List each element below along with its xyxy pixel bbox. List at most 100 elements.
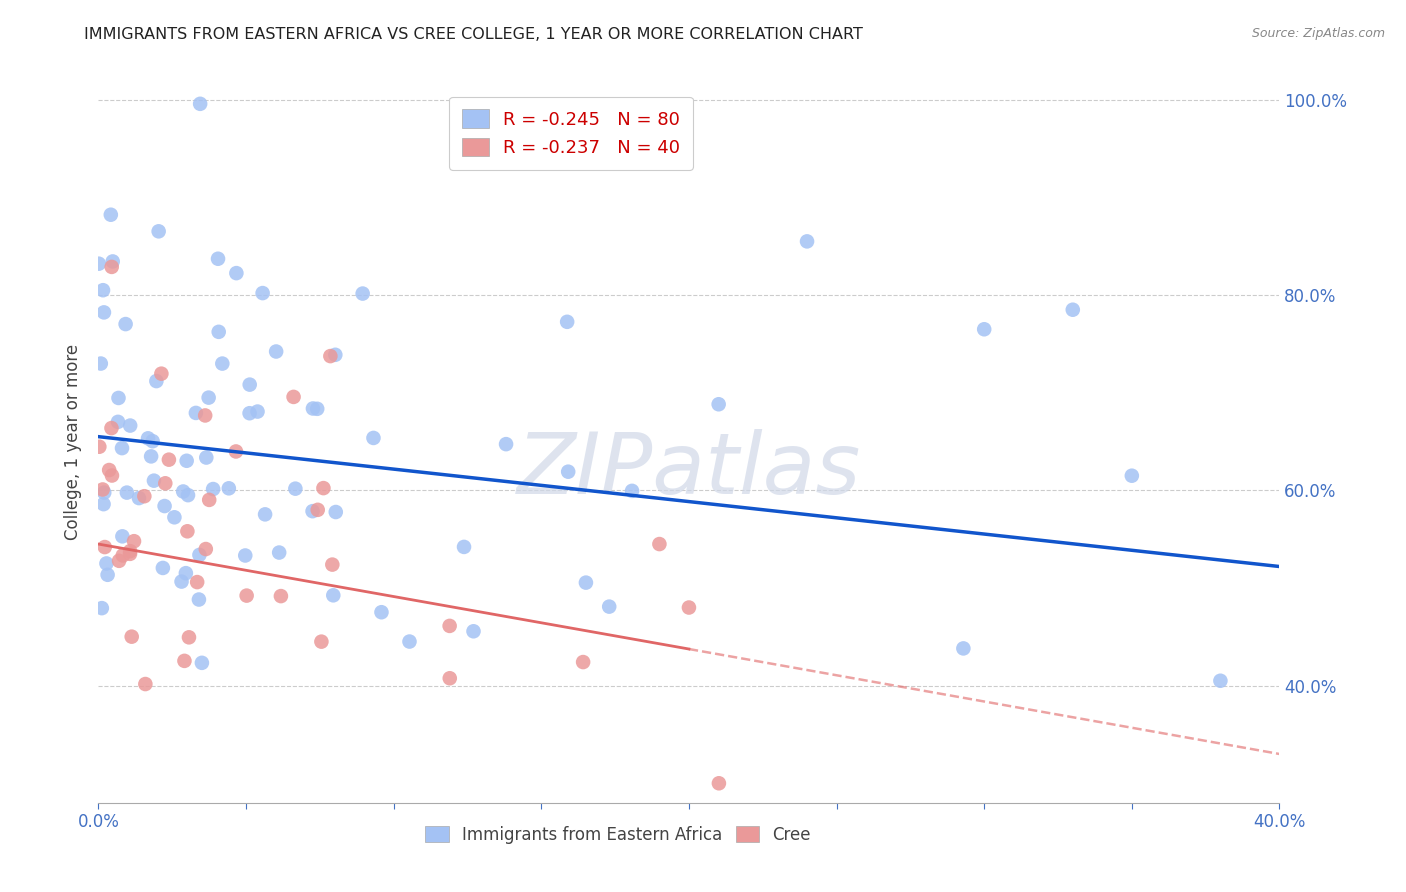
Point bbox=[120, 544, 142, 558]
Point bbox=[177, 488, 200, 502]
Point bbox=[252, 286, 274, 301]
Point bbox=[194, 542, 217, 557]
Point bbox=[111, 529, 134, 543]
Point bbox=[93, 305, 115, 319]
Text: Source: ZipAtlas.com: Source: ZipAtlas.com bbox=[1251, 27, 1385, 40]
Text: IMMIGRANTS FROM EASTERN AFRICA VS CREE COLLEGE, 1 YEAR OR MORE CORRELATION CHART: IMMIGRANTS FROM EASTERN AFRICA VS CREE C… bbox=[84, 27, 863, 42]
Point bbox=[136, 431, 159, 445]
Point bbox=[225, 266, 247, 280]
Point bbox=[176, 454, 198, 468]
Point bbox=[648, 537, 671, 551]
Point bbox=[370, 605, 392, 619]
Point bbox=[94, 540, 117, 554]
Point bbox=[115, 485, 138, 500]
Point bbox=[93, 497, 115, 511]
Point bbox=[89, 440, 111, 454]
Point bbox=[142, 434, 165, 449]
Point bbox=[87, 257, 110, 271]
Point bbox=[301, 504, 323, 518]
Point bbox=[311, 634, 333, 648]
Point bbox=[621, 483, 644, 498]
Point bbox=[325, 505, 347, 519]
Point bbox=[198, 492, 221, 507]
Point bbox=[186, 575, 208, 590]
Point bbox=[973, 322, 995, 336]
Point bbox=[157, 452, 180, 467]
Point bbox=[142, 474, 165, 488]
Point bbox=[270, 589, 292, 603]
Point bbox=[572, 655, 595, 669]
Point bbox=[235, 589, 257, 603]
Point bbox=[91, 283, 114, 297]
Point bbox=[269, 545, 291, 559]
Point bbox=[439, 671, 461, 685]
Point bbox=[195, 450, 218, 465]
Point bbox=[557, 465, 579, 479]
Point bbox=[134, 677, 156, 691]
Point bbox=[463, 624, 485, 639]
Y-axis label: College, 1 year or more: College, 1 year or more bbox=[65, 343, 83, 540]
Point bbox=[598, 599, 620, 614]
Point bbox=[453, 540, 475, 554]
Point bbox=[208, 325, 231, 339]
Point bbox=[134, 489, 156, 503]
Point bbox=[707, 776, 730, 790]
Point bbox=[322, 588, 344, 602]
Point bbox=[170, 574, 193, 589]
Point bbox=[128, 491, 150, 505]
Point bbox=[111, 549, 134, 563]
Point bbox=[177, 630, 200, 644]
Point bbox=[145, 374, 167, 388]
Point bbox=[321, 558, 343, 572]
Point bbox=[93, 485, 115, 500]
Point bbox=[101, 468, 124, 483]
Point bbox=[108, 554, 131, 568]
Point bbox=[555, 315, 578, 329]
Point bbox=[352, 286, 374, 301]
Point bbox=[97, 567, 120, 582]
Text: ZIPatlas: ZIPatlas bbox=[517, 429, 860, 512]
Point bbox=[188, 548, 211, 562]
Point bbox=[707, 397, 730, 411]
Point bbox=[194, 409, 217, 423]
Point bbox=[239, 406, 262, 420]
Point bbox=[312, 481, 335, 495]
Point bbox=[153, 499, 176, 513]
Point bbox=[188, 96, 211, 111]
Point bbox=[187, 592, 209, 607]
Point bbox=[100, 260, 122, 274]
Point bbox=[678, 600, 700, 615]
Point bbox=[155, 476, 177, 491]
Point bbox=[1209, 673, 1232, 688]
Point bbox=[197, 391, 219, 405]
Point bbox=[122, 534, 145, 549]
Point bbox=[264, 344, 287, 359]
Point bbox=[114, 317, 136, 331]
Point bbox=[363, 431, 385, 445]
Point bbox=[148, 224, 170, 238]
Point bbox=[173, 654, 195, 668]
Point bbox=[163, 510, 186, 524]
Point bbox=[150, 367, 173, 381]
Point bbox=[952, 641, 974, 656]
Point bbox=[98, 463, 121, 477]
Point bbox=[575, 575, 598, 590]
Point bbox=[323, 348, 346, 362]
Legend: Immigrants from Eastern Africa, Cree: Immigrants from Eastern Africa, Cree bbox=[418, 818, 820, 852]
Point bbox=[218, 481, 240, 495]
Point bbox=[101, 254, 124, 268]
Point bbox=[302, 401, 325, 416]
Point bbox=[307, 503, 329, 517]
Point bbox=[91, 483, 114, 497]
Point bbox=[139, 450, 162, 464]
Point bbox=[1121, 468, 1143, 483]
Point bbox=[207, 252, 229, 266]
Point bbox=[111, 441, 134, 455]
Point bbox=[152, 561, 174, 575]
Point bbox=[202, 482, 225, 496]
Point bbox=[239, 377, 262, 392]
Point bbox=[319, 349, 342, 363]
Point bbox=[107, 415, 129, 429]
Point bbox=[120, 418, 142, 433]
Point bbox=[254, 508, 277, 522]
